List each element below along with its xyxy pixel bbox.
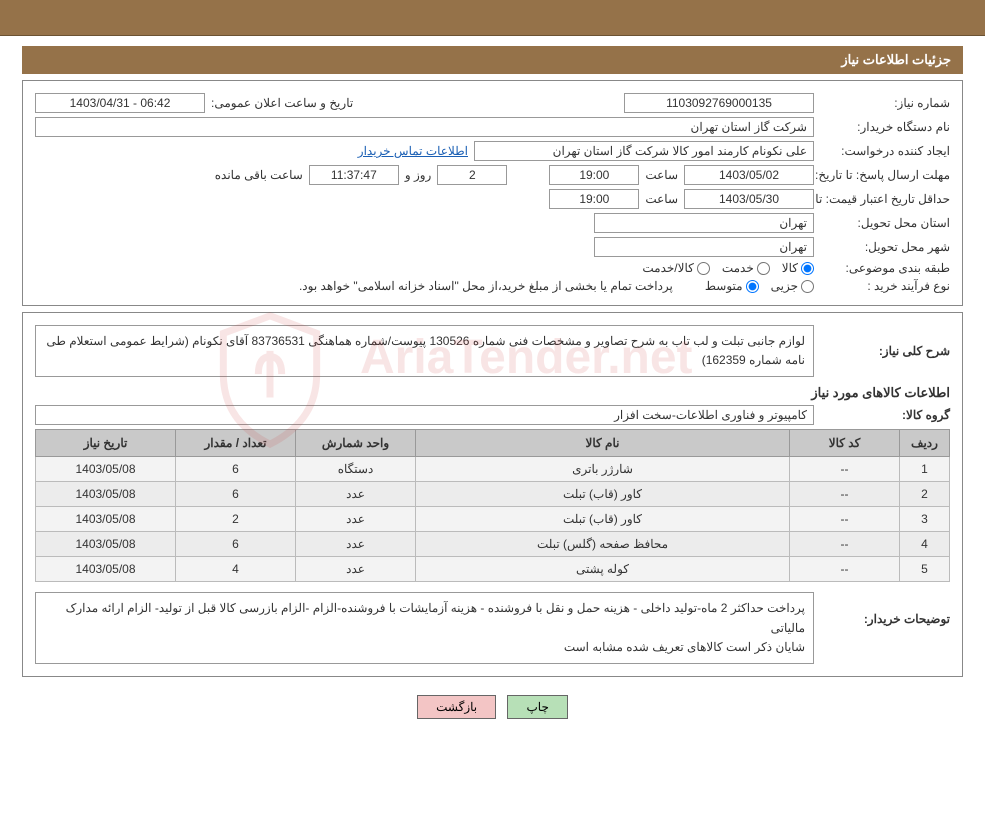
- request-number-label: شماره نیاز:: [820, 96, 950, 110]
- response-days: 2: [437, 165, 507, 185]
- top-header-bar: [0, 0, 985, 36]
- response-deadline-label: مهلت ارسال پاسخ: تا تاریخ:: [820, 168, 950, 182]
- purchase-type-radio-group: جزیی متوسط: [705, 279, 814, 293]
- table-cell: کاور (قاب) تبلت: [416, 507, 790, 532]
- col-unit: واحد شمارش: [296, 430, 416, 457]
- table-cell: 3: [900, 507, 950, 532]
- purchase-type-note: پرداخت تمام یا بخشی از مبلغ خرید،از محل …: [299, 279, 673, 293]
- delivery-province-value: تهران: [594, 213, 814, 233]
- back-button[interactable]: بازگشت: [417, 695, 496, 719]
- table-cell: محافظ صفحه (گلس) تبلت: [416, 532, 790, 557]
- table-cell: 4: [176, 557, 296, 582]
- table-cell: کوله پشتی: [416, 557, 790, 582]
- delivery-province-label: استان محل تحویل:: [820, 216, 950, 230]
- price-validity-label: حداقل تاریخ اعتبار قیمت: تا تاریخ:: [820, 192, 950, 206]
- announce-datetime-label: تاریخ و ساعت اعلان عمومی:: [211, 96, 353, 110]
- classification-radio-1[interactable]: [757, 262, 770, 275]
- page-title-bar: جزئیات اطلاعات نیاز: [22, 46, 963, 74]
- table-cell: 1403/05/08: [36, 532, 176, 557]
- general-desc-label: شرح کلی نیاز:: [820, 344, 950, 358]
- table-cell: 1403/05/08: [36, 457, 176, 482]
- print-button[interactable]: چاپ: [507, 695, 567, 719]
- item-group-label: گروه کالا:: [820, 408, 950, 422]
- table-cell: 1: [900, 457, 950, 482]
- buyer-contact-link[interactable]: اطلاعات تماس خریدار: [358, 144, 468, 158]
- table-row: 4--محافظ صفحه (گلس) تبلتعدد61403/05/08: [36, 532, 950, 557]
- table-cell: --: [790, 457, 900, 482]
- buyer-org-value: شرکت گاز استان تهران: [35, 117, 814, 137]
- buyer-notes-value: پرداخت حداکثر 2 ماه-تولید داخلی - هزینه …: [35, 592, 814, 664]
- delivery-city-value: تهران: [594, 237, 814, 257]
- items-table: ردیف کد کالا نام کالا واحد شمارش تعداد /…: [35, 429, 950, 582]
- table-cell: 2: [176, 507, 296, 532]
- purchase-type-radio-0[interactable]: [801, 280, 814, 293]
- table-cell: --: [790, 482, 900, 507]
- purchase-type-radio-1[interactable]: [746, 280, 759, 293]
- table-cell: عدد: [296, 557, 416, 582]
- classification-radio-0[interactable]: [801, 262, 814, 275]
- info-section: شماره نیاز: 1103092769000135 تاریخ و ساع…: [22, 80, 963, 306]
- table-row: 1--شارژر باتریدستگاه61403/05/08: [36, 457, 950, 482]
- table-cell: 5: [900, 557, 950, 582]
- classification-option-2[interactable]: کالا/خدمت: [642, 261, 709, 275]
- classification-radio-group: کالا خدمت کالا/خدمت: [642, 261, 814, 275]
- table-cell: 6: [176, 482, 296, 507]
- delivery-city-label: شهر محل تحویل:: [820, 240, 950, 254]
- requester-label: ایجاد کننده درخواست:: [820, 144, 950, 158]
- items-heading: اطلاعات کالاهای مورد نیاز: [35, 385, 950, 401]
- table-cell: عدد: [296, 507, 416, 532]
- footer-buttons: چاپ بازگشت: [0, 683, 985, 731]
- purchase-type-option-1[interactable]: متوسط: [705, 279, 759, 293]
- table-row: 5--کوله پشتیعدد41403/05/08: [36, 557, 950, 582]
- purchase-type-label: نوع فرآیند خرید :: [820, 279, 950, 293]
- table-cell: 6: [176, 532, 296, 557]
- response-deadline-time: 19:00: [549, 165, 639, 185]
- col-row: ردیف: [900, 430, 950, 457]
- requester-value: علی نکونام کارمند امور کالا شرکت گاز است…: [474, 141, 814, 161]
- response-deadline-time-label: ساعت: [645, 168, 678, 182]
- table-cell: 1403/05/08: [36, 482, 176, 507]
- table-cell: 4: [900, 532, 950, 557]
- response-days-label: روز و: [405, 168, 432, 182]
- table-cell: 1403/05/08: [36, 507, 176, 532]
- items-section: شرح کلی نیاز: لوازم جانبی تبلت و لب تاب …: [22, 312, 963, 677]
- table-cell: کاور (قاب) تبلت: [416, 482, 790, 507]
- table-cell: --: [790, 507, 900, 532]
- col-code: کد کالا: [790, 430, 900, 457]
- classification-option-1[interactable]: خدمت: [722, 261, 770, 275]
- col-name: نام کالا: [416, 430, 790, 457]
- price-validity-time: 19:00: [549, 189, 639, 209]
- price-validity-time-label: ساعت: [645, 192, 678, 206]
- buyer-org-label: نام دستگاه خریدار:: [820, 120, 950, 134]
- response-deadline-date: 1403/05/02: [684, 165, 814, 185]
- table-cell: 2: [900, 482, 950, 507]
- col-date: تاریخ نیاز: [36, 430, 176, 457]
- purchase-type-option-0[interactable]: جزیی: [771, 279, 814, 293]
- table-cell: شارژر باتری: [416, 457, 790, 482]
- announce-datetime-value: 06:42 - 1403/04/31: [35, 93, 205, 113]
- table-cell: --: [790, 532, 900, 557]
- table-cell: عدد: [296, 482, 416, 507]
- classification-label: طبقه بندی موضوعی:: [820, 261, 950, 275]
- item-group-value: کامپیوتر و فناوری اطلاعات-سخت افزار: [35, 405, 814, 425]
- classification-radio-2[interactable]: [697, 262, 710, 275]
- general-desc-value: لوازم جانبی تبلت و لب تاب به شرح تصاویر …: [35, 325, 814, 377]
- table-cell: عدد: [296, 532, 416, 557]
- table-row: 3--کاور (قاب) تبلتعدد21403/05/08: [36, 507, 950, 532]
- table-header-row: ردیف کد کالا نام کالا واحد شمارش تعداد /…: [36, 430, 950, 457]
- price-validity-date: 1403/05/30: [684, 189, 814, 209]
- table-cell: دستگاه: [296, 457, 416, 482]
- classification-option-0[interactable]: کالا: [782, 261, 814, 275]
- table-cell: --: [790, 557, 900, 582]
- response-remaining-label: ساعت باقی مانده: [215, 168, 303, 182]
- buyer-notes-label: توضیحات خریدار:: [820, 592, 950, 626]
- col-qty: تعداد / مقدار: [176, 430, 296, 457]
- table-cell: 1403/05/08: [36, 557, 176, 582]
- page-title: جزئیات اطلاعات نیاز: [841, 52, 951, 67]
- table-row: 2--کاور (قاب) تبلتعدد61403/05/08: [36, 482, 950, 507]
- request-number-value: 1103092769000135: [624, 93, 814, 113]
- table-cell: 6: [176, 457, 296, 482]
- response-timer: 11:37:47: [309, 165, 399, 185]
